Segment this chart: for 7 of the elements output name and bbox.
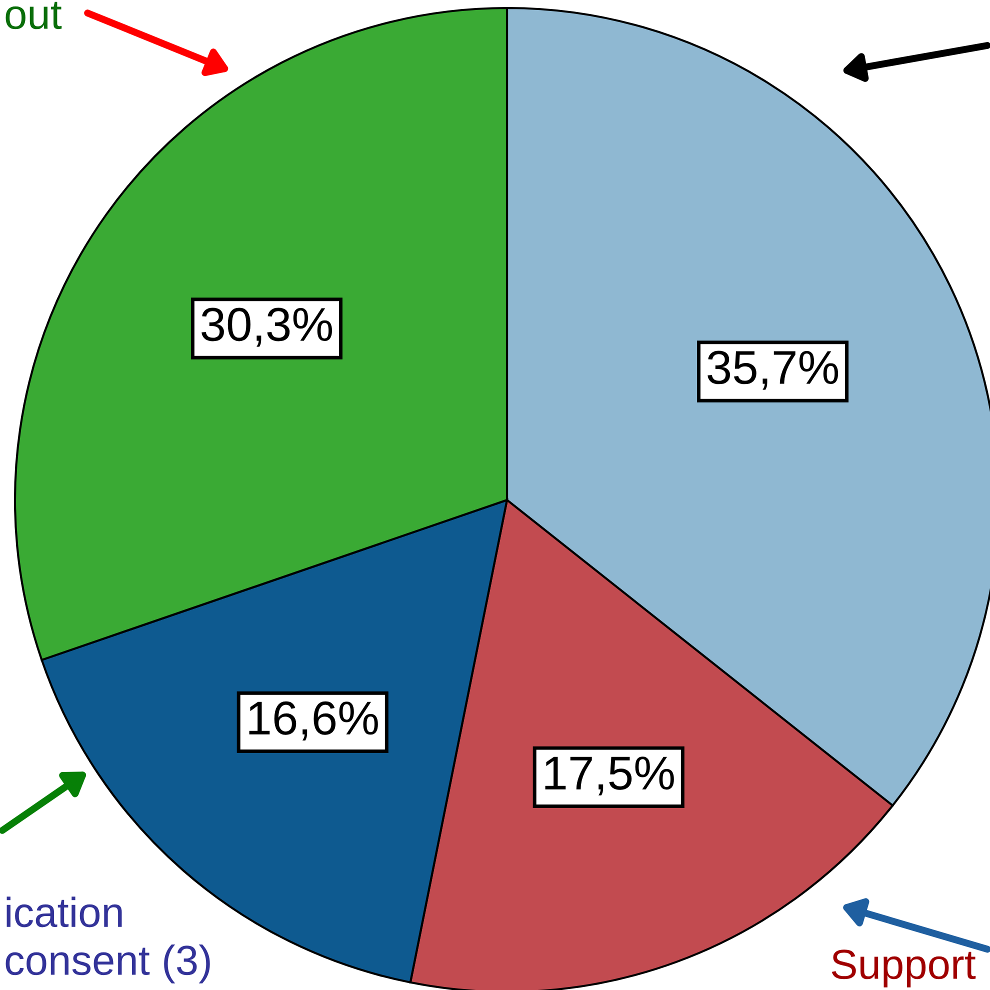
data-label: 35,7% — [708, 350, 838, 390]
slice-label: Support — [832, 950, 976, 988]
slice-label: ication consent (3) — [6, 896, 210, 984]
data-label: 16,6% — [249, 701, 378, 740]
data-label: 30,3% — [202, 308, 332, 347]
data-label: 17,5% — [545, 756, 674, 796]
slice-label: out — [6, 2, 62, 30]
